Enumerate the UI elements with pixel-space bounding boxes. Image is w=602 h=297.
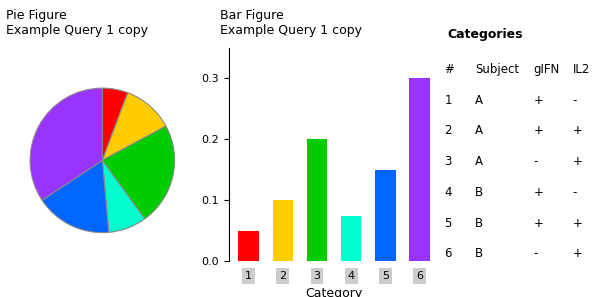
- Text: B: B: [475, 217, 483, 230]
- Text: A: A: [475, 124, 483, 138]
- Text: gIFN: gIFN: [534, 63, 560, 76]
- Text: +: +: [573, 155, 583, 168]
- Text: +: +: [573, 124, 583, 138]
- Text: Subject: Subject: [475, 63, 520, 76]
- Text: +: +: [573, 247, 583, 260]
- Text: B: B: [475, 247, 483, 260]
- Text: B: B: [475, 186, 483, 199]
- Bar: [409, 78, 430, 261]
- Bar: [375, 170, 396, 261]
- Text: +: +: [534, 124, 544, 138]
- Text: 6: 6: [444, 247, 452, 260]
- Text: Bar Figure
Example Query 1 copy: Bar Figure Example Query 1 copy: [220, 9, 362, 37]
- Wedge shape: [102, 93, 166, 160]
- Text: +: +: [573, 217, 583, 230]
- Wedge shape: [102, 88, 128, 160]
- Text: -: -: [573, 186, 577, 199]
- Text: Pie Figure
Example Query 1 copy: Pie Figure Example Query 1 copy: [6, 9, 148, 37]
- Text: A: A: [475, 155, 483, 168]
- Text: +: +: [534, 217, 544, 230]
- Bar: [307, 139, 327, 261]
- Text: -: -: [534, 247, 538, 260]
- Wedge shape: [102, 160, 145, 232]
- Wedge shape: [102, 126, 175, 219]
- Text: 2: 2: [444, 124, 452, 138]
- Bar: [341, 216, 361, 261]
- Text: IL2: IL2: [573, 63, 590, 76]
- Text: #: #: [444, 63, 455, 76]
- X-axis label: Category: Category: [305, 287, 363, 297]
- Bar: [238, 231, 259, 261]
- Wedge shape: [30, 88, 102, 200]
- Text: -: -: [534, 155, 538, 168]
- Text: +: +: [534, 94, 544, 107]
- Text: Categories: Categories: [448, 28, 523, 41]
- Text: A: A: [475, 94, 483, 107]
- Text: 4: 4: [444, 186, 452, 199]
- Text: 1: 1: [444, 94, 452, 107]
- Text: -: -: [573, 94, 577, 107]
- Wedge shape: [42, 160, 109, 233]
- Text: 5: 5: [444, 217, 452, 230]
- Text: 3: 3: [444, 155, 452, 168]
- Bar: [273, 200, 293, 261]
- Text: +: +: [534, 186, 544, 199]
